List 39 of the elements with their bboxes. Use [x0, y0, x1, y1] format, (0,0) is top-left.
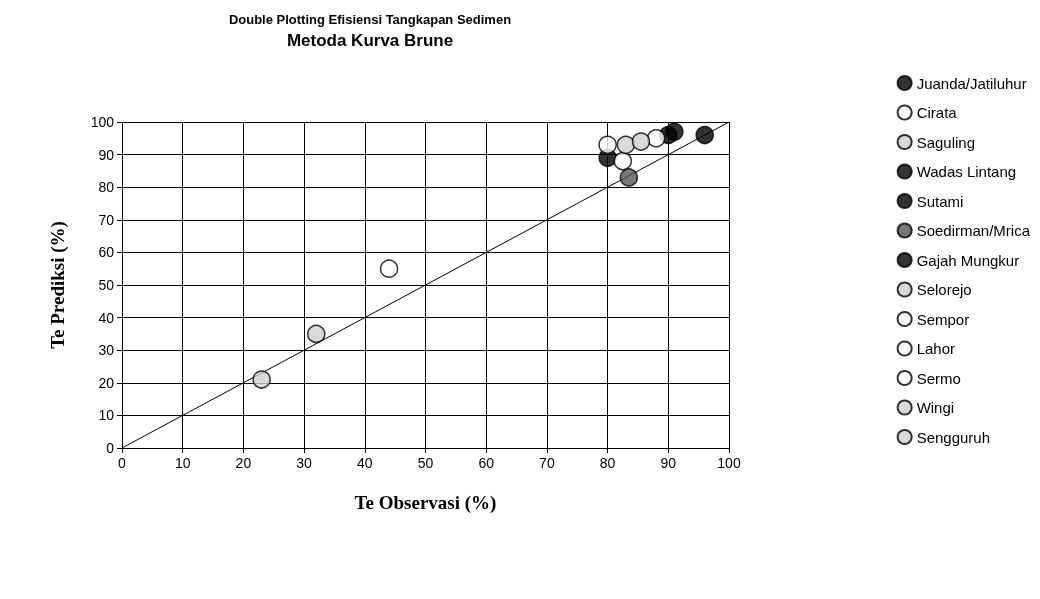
x-tick-label: 100 [717, 455, 741, 471]
x-tick-label: 60 [478, 455, 495, 471]
x-tick-label: 70 [539, 455, 555, 471]
y-tick-label: 100 [90, 114, 115, 130]
y-tick-label: 20 [98, 374, 115, 391]
x-tick-label: 90 [660, 455, 677, 471]
y-tick-label: 30 [98, 342, 115, 359]
chart-subtitle: Metoda Kurva Brune [286, 31, 454, 50]
legend-label: Soedirman/Mrica [916, 222, 1031, 239]
y-tick-label: 70 [98, 211, 115, 228]
y-tick-label: 0 [106, 440, 115, 456]
y-tick-label: 10 [98, 407, 115, 424]
legend-label: Selorejo [916, 281, 972, 298]
legend-label: Wadas Lintang [916, 163, 1017, 180]
x-axis-title: Te Observasi (%) [354, 492, 497, 514]
legend-label: Juanda/Jatiluhur [916, 74, 1027, 92]
x-tick-label: 10 [174, 455, 191, 471]
chart-title: Double Plotting Efisiensi Tangkapan Sedimen [228, 12, 512, 27]
x-tick-label: 50 [417, 455, 434, 471]
y-tick-label: 60 [98, 244, 115, 261]
x-tick-label: 0 [118, 455, 127, 471]
legend-label: Sutami [916, 192, 964, 210]
x-tick-label: 30 [296, 455, 313, 471]
legend-label: Wingi [916, 399, 955, 416]
y-tick-label: 80 [98, 179, 115, 196]
legend-label: Lahor [916, 340, 955, 357]
y-tick-label: 50 [98, 277, 115, 293]
legend-label: Gajah Mungkur [916, 251, 1020, 269]
x-tick-label: 40 [357, 455, 373, 471]
y-axis-title: Te Prediksi (%) [47, 221, 69, 349]
y-tick-label: 90 [98, 146, 115, 163]
x-tick-label: 20 [235, 455, 252, 471]
y-tick-label: 40 [98, 309, 115, 326]
legend-label: Sempor [916, 310, 970, 328]
legend-label: Saguling [916, 133, 976, 151]
legend-label: Cirata [916, 104, 958, 121]
legend-label: Sengguruh [916, 428, 991, 446]
legend-label: Sermo [916, 369, 961, 387]
x-tick-label: 80 [599, 455, 616, 471]
